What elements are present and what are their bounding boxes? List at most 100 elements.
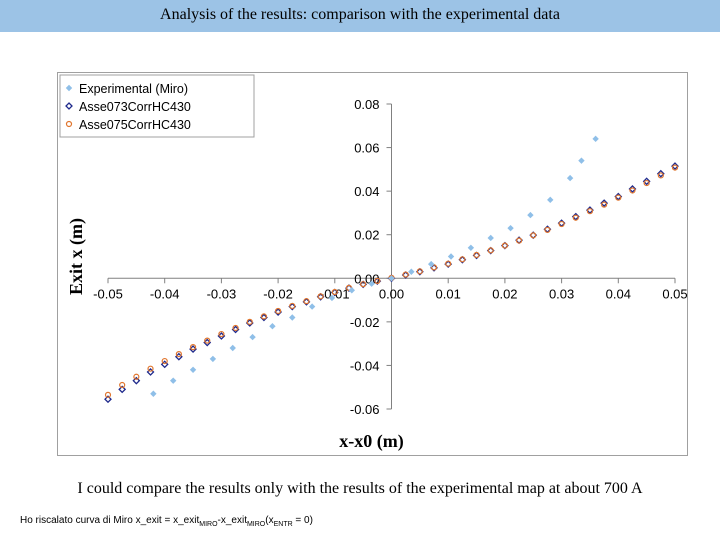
asse075-point [175, 351, 182, 358]
asse075-point [544, 226, 551, 234]
asse075-point [572, 214, 579, 221]
experimental-point [487, 234, 494, 242]
experimental-point [388, 275, 395, 282]
asse075-point [189, 344, 197, 351]
experimental-point [507, 224, 514, 232]
experimental-point [189, 366, 197, 373]
scatter-chart: -0.05 -0.04 -0.03 -0.02 -0.01 0.00 0.01 0.02 0.0… [59, 74, 687, 452]
asse075-point [459, 256, 466, 263]
x-tick-label: 0.01 [436, 286, 461, 301]
asse075-point [402, 271, 409, 278]
asse075-point [430, 264, 438, 271]
legend-box [59, 74, 255, 138]
x-tick-label: -0.05 [93, 286, 123, 301]
y-axis-title: Exit x (m) [66, 218, 87, 295]
asse075-point [204, 337, 211, 344]
slide-title: Analysis of the results: comparison with… [160, 6, 560, 23]
asse075-point [601, 201, 608, 208]
y-tick-label: -0.02 [350, 315, 380, 330]
legend-label-3: Asse075CorrHC430 [79, 118, 191, 132]
slide-caption: I could compare the results only with th… [77, 480, 643, 497]
footnote-sub-1: MIRO [199, 521, 218, 528]
asse075-point [501, 242, 508, 249]
y-tick-label: -0.04 [350, 358, 380, 373]
chart-frame: -0.05 -0.04 -0.03 -0.02 -0.01 0.00 0.01 0.02 0.0… [57, 72, 688, 456]
x-tick-label: 0.04 [606, 286, 631, 301]
asse073-point [118, 385, 127, 394]
y-tick-label: 0.06 [354, 141, 379, 156]
asse075-point [586, 208, 594, 215]
x-tick-label: -0.04 [150, 286, 180, 301]
y-tick-label: 0.02 [354, 228, 379, 243]
experimental-point [209, 355, 217, 363]
y-tick-label: 0.04 [354, 184, 379, 199]
asse075-point [232, 324, 239, 332]
asse075-point [275, 307, 282, 315]
x-tick-label: 0.05 [662, 286, 687, 301]
asse075-point [515, 237, 523, 244]
experimental-point [592, 135, 599, 143]
asse075-point [317, 293, 324, 300]
experimental-point [249, 333, 256, 341]
asse073-point [600, 199, 609, 208]
asse075-point [133, 373, 140, 380]
legend-label-1: Experimental (Miro) [79, 82, 188, 96]
asse075-point [374, 277, 381, 284]
asse075-point [161, 357, 168, 365]
asse075-point [657, 172, 664, 179]
asse073-point [104, 395, 112, 404]
asse075-point [629, 187, 636, 194]
title-bar: Analysis of the results: comparison with… [0, 0, 720, 32]
experimental-point [289, 314, 296, 321]
x-tick-label: -0.03 [207, 286, 237, 301]
x-tick-label: 0.00 [379, 286, 404, 301]
experimental-point [467, 244, 475, 251]
y-tick-label: 0.08 [354, 97, 379, 112]
asse075-point [303, 298, 310, 305]
x-axis-title: x-x0 (m) [339, 431, 403, 452]
legend-marker-2 [65, 102, 73, 110]
footnote-text-3: (x [265, 515, 274, 526]
asse075-point [104, 391, 112, 398]
experimental-point [547, 196, 554, 204]
legend-label-2: Asse073CorrHC430 [79, 100, 191, 114]
x-tick-label: -0.01 [320, 286, 350, 301]
experimental-point [447, 253, 455, 260]
asse075-point [445, 260, 452, 267]
legend-marker-1 [65, 84, 73, 92]
footnote-text-4: = 0) [292, 515, 313, 526]
experimental-point [229, 344, 236, 352]
experimental-point [427, 260, 435, 268]
asse075-point [331, 288, 338, 296]
asse075-point [360, 281, 367, 288]
asse075-point [246, 318, 253, 325]
x-tick-label: 0.02 [492, 286, 517, 301]
asse075-point [615, 194, 622, 201]
asse075-point [558, 220, 565, 228]
asse073-point [671, 162, 679, 171]
legend-marker-3 [65, 120, 73, 128]
footnote: Ho riscalato curva di Miro x_exit = x_ex… [20, 515, 313, 528]
asse075-point [473, 251, 480, 259]
asse075-point [260, 313, 268, 320]
experimental-point [170, 377, 177, 384]
footnote-text-2: -x_exit [217, 515, 247, 526]
experimental-point [578, 157, 585, 164]
experimental-point [308, 303, 316, 310]
footnote-text-1: Ho riscalato curva di Miro x_exit = x_ex… [20, 515, 200, 526]
asse073-point [642, 177, 651, 186]
x-tick-label: 0.03 [549, 286, 574, 301]
experimental-point [527, 211, 534, 219]
asse073-point [132, 376, 141, 385]
footnote-sub-2: MIRO [246, 521, 266, 528]
asse075-point [218, 330, 225, 338]
asse075-point [289, 302, 296, 310]
asse075-point [416, 268, 423, 275]
asse075-point [147, 365, 154, 372]
asse073-point [656, 169, 665, 178]
asse075-point [119, 381, 126, 389]
experimental-point [408, 268, 415, 275]
experimental-point [269, 323, 276, 330]
experimental-point [150, 390, 157, 397]
x-tick-label: -0.02 [263, 286, 293, 301]
